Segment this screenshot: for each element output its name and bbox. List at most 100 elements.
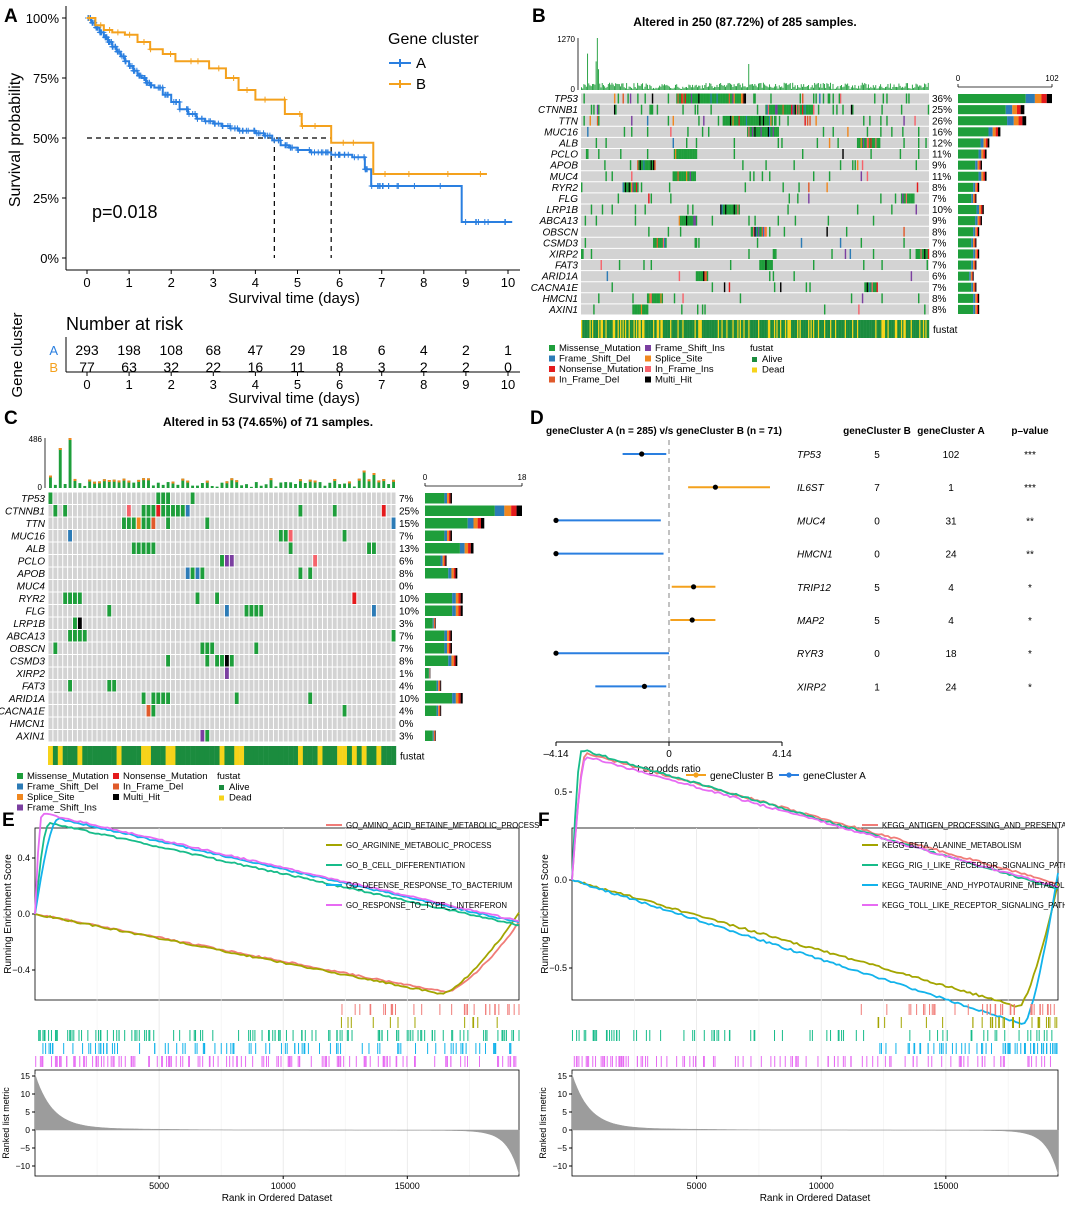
tmb-bar bbox=[728, 83, 729, 90]
fustat-cell bbox=[673, 320, 674, 338]
gsea-rank-tick-label: 15 bbox=[558, 1071, 568, 1081]
oncoplot-percent: 10% bbox=[399, 694, 419, 705]
oncoplot-cell-TP53 bbox=[739, 94, 740, 104]
tmb-bar bbox=[687, 88, 688, 90]
oncoplot-cell-CACNA1E bbox=[809, 282, 810, 292]
fustat-cell bbox=[729, 320, 730, 338]
fustat-cell bbox=[751, 320, 752, 338]
oncoplot-cell-FLG bbox=[670, 193, 671, 203]
fustat-cell bbox=[890, 320, 891, 338]
oncoplot-cell-LRP1B bbox=[736, 205, 737, 215]
fustat-cell bbox=[889, 320, 890, 338]
oncoplot-cell-PCLO bbox=[674, 149, 675, 159]
oncoplot-bar-segment bbox=[989, 127, 993, 136]
oncoplot-cell-TTN bbox=[631, 116, 632, 126]
oncoplot-bar-segment bbox=[1017, 105, 1021, 114]
km-xlabel: Survival time (days) bbox=[228, 290, 360, 307]
tmb-bar bbox=[740, 85, 741, 90]
tmb-bar bbox=[636, 89, 637, 90]
oncoplot-bar-CSMD3 bbox=[425, 656, 448, 667]
oncoplot-cell-LRP1B bbox=[721, 205, 722, 215]
fustat-cell bbox=[664, 320, 665, 338]
oncoplot-bar-axis-label: 0 bbox=[956, 74, 961, 83]
oncoplot-cell-CSMD3 bbox=[660, 238, 661, 248]
oncoplot-cell-TTN bbox=[768, 116, 769, 126]
tmb-bar bbox=[768, 87, 769, 90]
oncoplot-cell-ABCA13 bbox=[828, 216, 829, 226]
fustat-cell bbox=[743, 320, 744, 338]
tmb-bar bbox=[879, 86, 880, 90]
tmb-bar bbox=[812, 85, 813, 90]
forest-point-MUC4 bbox=[553, 518, 558, 523]
tmb-bar bbox=[891, 89, 892, 90]
oncoplot-cell-LRP1B bbox=[916, 205, 917, 215]
fustat-cell bbox=[875, 320, 876, 338]
oncoplot-bar-segment bbox=[454, 656, 456, 667]
tmb-bar bbox=[842, 87, 843, 90]
fustat-cell bbox=[662, 320, 663, 338]
oncoplot-cell-CTNNB1 bbox=[806, 105, 807, 115]
gsea-rank-tick-label: 10 bbox=[21, 1089, 31, 1099]
km-x-tick-label: 1 bbox=[125, 275, 132, 290]
gsea-es-tick-label: 0.0 bbox=[554, 875, 567, 885]
oncoplot-bar-CACNA1E bbox=[958, 283, 971, 292]
oncoplot-cell-HMCN1 bbox=[649, 293, 650, 303]
oncoplot-cell-PCLO bbox=[684, 149, 685, 159]
tmb-bar-cap bbox=[392, 480, 395, 482]
oncoplot-bar-segment bbox=[511, 506, 516, 517]
forest-b-count: 7 bbox=[874, 483, 880, 494]
fustat-cell bbox=[781, 320, 782, 338]
legend-swatch bbox=[645, 345, 651, 351]
oncoplot-cell-PCLO bbox=[586, 149, 587, 159]
oncoplot-cell-CTNNB1 bbox=[901, 105, 902, 115]
oncoplot-cell-XIRP2 bbox=[916, 249, 917, 259]
oncoplot-cell-CSMD3 bbox=[224, 655, 229, 667]
tmb-bar bbox=[615, 83, 616, 90]
oncoplot-cell-XIRP2 bbox=[927, 249, 928, 259]
tmb-bar-cap bbox=[225, 481, 228, 483]
oncoplot-bar-segment bbox=[458, 606, 460, 617]
legend-swatch bbox=[219, 785, 224, 790]
oncoplot-percent: 10% bbox=[399, 594, 419, 605]
legend-label: Frame_Shift_Del bbox=[27, 782, 98, 793]
gsea-es-tick-label: −0.5 bbox=[549, 963, 567, 973]
fustat-cell bbox=[905, 320, 906, 338]
fustat-cell bbox=[653, 320, 654, 338]
fustat-cell bbox=[663, 320, 664, 338]
legend-label: Alive bbox=[229, 782, 250, 793]
tmb-bar bbox=[132, 483, 135, 488]
oncoplot-bar-segment bbox=[971, 238, 973, 247]
oncoplot-cell-MUC16 bbox=[778, 127, 779, 137]
tmb-bar bbox=[845, 84, 846, 90]
tmb-bar bbox=[730, 84, 731, 90]
forest-col-b: geneCluster B bbox=[843, 426, 911, 437]
tmb-bar bbox=[692, 85, 693, 90]
fustat-cell bbox=[736, 320, 737, 338]
fustat-cell bbox=[332, 746, 337, 765]
tmb-bar bbox=[323, 486, 326, 488]
oncoplot-cell-PCLO bbox=[681, 149, 682, 159]
tmb-bar-cap bbox=[372, 473, 375, 475]
oncoplot-cell-PCLO bbox=[675, 149, 676, 159]
tmb-bar bbox=[764, 84, 765, 90]
oncoplot-cell-CSMD3 bbox=[657, 238, 658, 248]
fustat-cell bbox=[590, 320, 591, 338]
oncoplot-cell-MUC4 bbox=[687, 171, 688, 181]
fustat-cell bbox=[675, 320, 676, 338]
oncoplot-cell-RYR2 bbox=[629, 182, 630, 192]
legend-swatch bbox=[219, 796, 224, 801]
fustat-cell bbox=[640, 320, 641, 338]
oncoplot-cell-TTN bbox=[775, 116, 776, 126]
tmb-bar bbox=[791, 89, 792, 90]
fustat-cell bbox=[603, 320, 604, 338]
oncoplot-cell-HMCN1 bbox=[598, 293, 599, 303]
tmb-bar bbox=[881, 87, 882, 90]
tmb-bar-cap bbox=[235, 480, 238, 482]
fustat-cell bbox=[682, 320, 683, 338]
fustat-cell bbox=[834, 320, 835, 338]
oncoplot-bar-FAT3 bbox=[425, 681, 437, 692]
legend-label: Multi_Hit bbox=[655, 375, 692, 386]
fustat-cell bbox=[796, 320, 797, 338]
forest-gene-label: MUC4 bbox=[797, 516, 826, 527]
tmb-bar bbox=[682, 87, 683, 90]
